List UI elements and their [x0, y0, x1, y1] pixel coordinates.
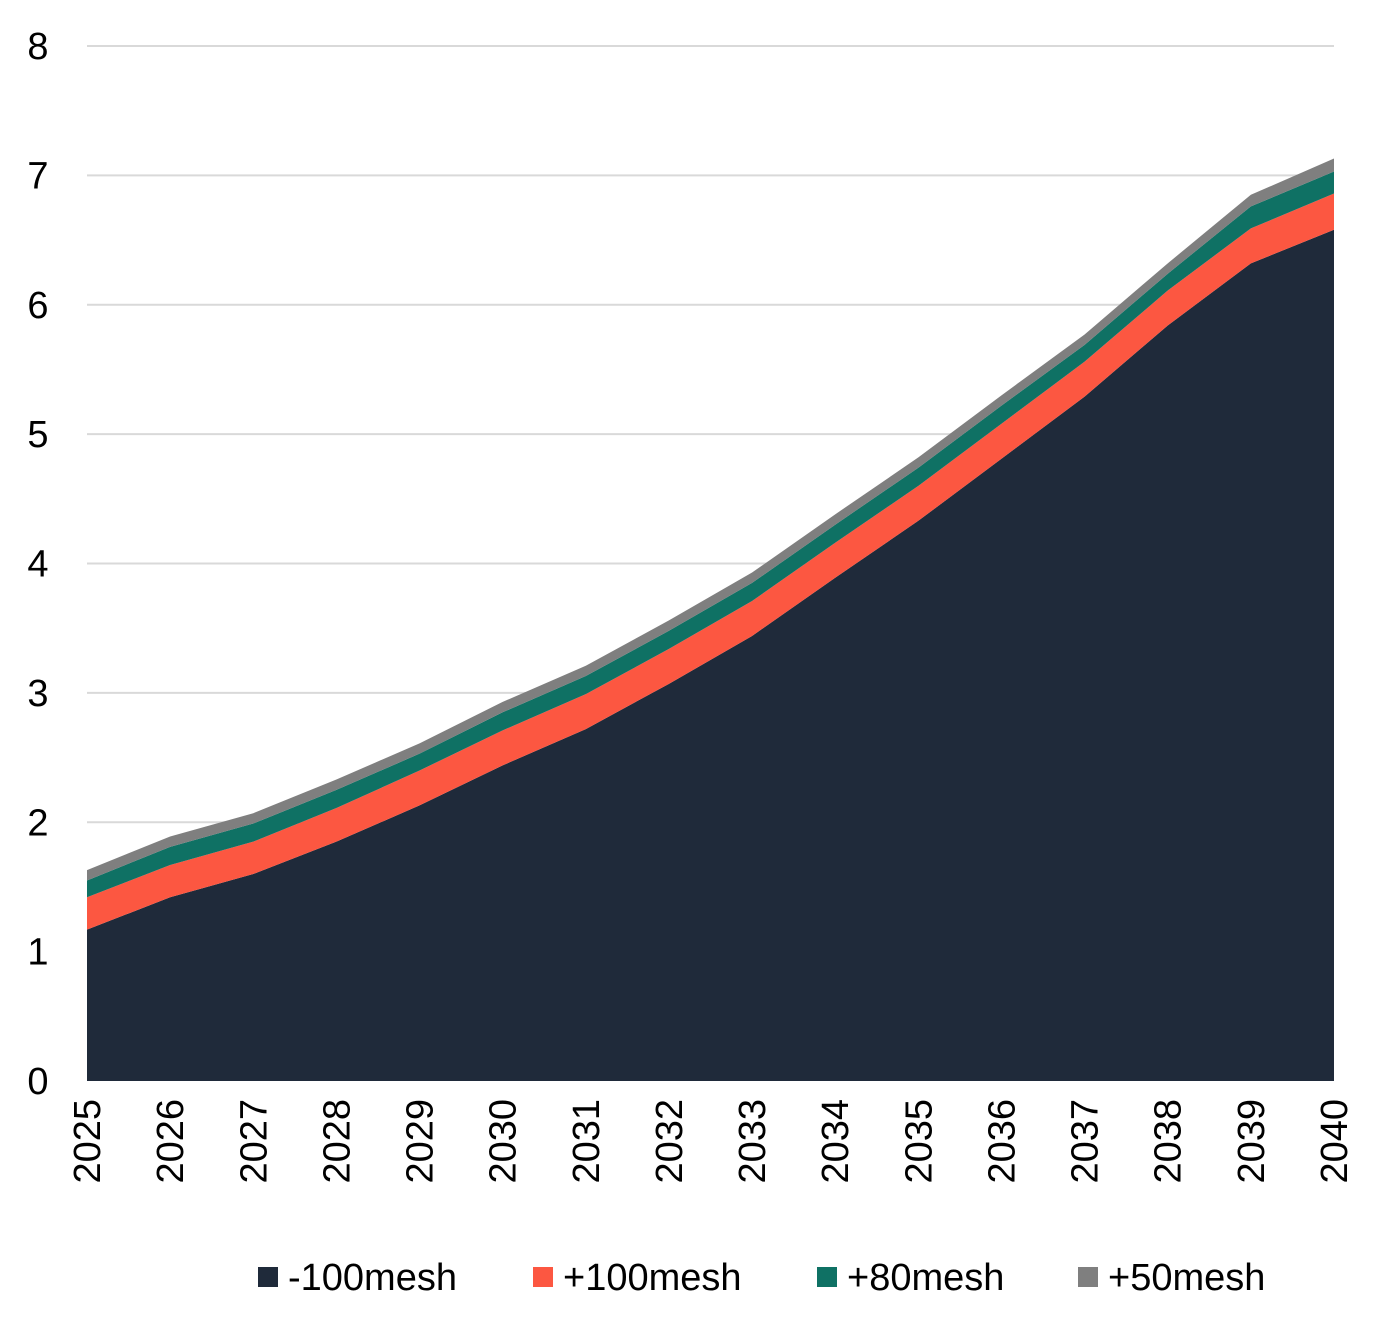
- legend-swatch-100mesh: [258, 1267, 278, 1287]
- x-tick-label-2039: 2039: [1231, 1099, 1273, 1184]
- x-tick-label-2026: 2026: [150, 1099, 192, 1184]
- legend-label-100mesh: +100mesh: [563, 1257, 742, 1299]
- legend-item-100mesh: -100mesh: [258, 1257, 457, 1299]
- legend-swatch-50mesh: [1078, 1267, 1098, 1287]
- area-series-50mesh: [87, 158, 1334, 881]
- x-tick-label-2028: 2028: [316, 1099, 358, 1184]
- legend-label-100mesh: -100mesh: [288, 1257, 457, 1299]
- x-tick-label-2038: 2038: [1148, 1099, 1190, 1184]
- x-tick-label-2037: 2037: [1065, 1099, 1107, 1184]
- area-series-80mesh: [87, 171, 1334, 898]
- y-tick-label-7: 7: [27, 155, 48, 197]
- y-tick-label-2: 2: [27, 802, 48, 844]
- legend: -100mesh +100mesh +80mesh +50mesh: [258, 1257, 1265, 1299]
- legend-swatch-100mesh: [533, 1267, 553, 1287]
- x-tick-label-2031: 2031: [566, 1099, 608, 1184]
- area-series: [87, 158, 1334, 1081]
- x-tick-label-2034: 2034: [815, 1099, 857, 1184]
- y-tick-label-3: 3: [27, 673, 48, 715]
- y-tick-label-4: 4: [27, 544, 48, 586]
- legend-label-50mesh: +50mesh: [1108, 1257, 1265, 1299]
- legend-swatch-80mesh: [817, 1267, 837, 1287]
- y-axis-tick-labels: 0 1 2 3 4 5 6 7 8: [27, 26, 48, 1103]
- legend-item-80mesh: +80mesh: [817, 1257, 1004, 1299]
- legend-item-100mesh: +100mesh: [533, 1257, 742, 1299]
- x-axis-tick-labels: 2025 2026 2027 2028 2029 2030 2031 2032 2033 2034…: [67, 1099, 1356, 1184]
- y-tick-label-1: 1: [27, 932, 48, 974]
- area-series-100mesh: [87, 229, 1334, 1081]
- x-tick-label-2035: 2035: [898, 1099, 940, 1184]
- x-tick-label-2025: 2025: [67, 1099, 109, 1184]
- x-tick-label-2027: 2027: [233, 1099, 275, 1184]
- y-tick-label-8: 8: [27, 26, 48, 68]
- x-tick-label-2036: 2036: [981, 1099, 1023, 1184]
- legend-label-80mesh: +80mesh: [847, 1257, 1004, 1299]
- x-tick-label-2040: 2040: [1314, 1099, 1356, 1184]
- y-tick-label-6: 6: [27, 285, 48, 327]
- x-tick-label-2029: 2029: [400, 1099, 442, 1184]
- x-tick-label-2033: 2033: [732, 1099, 774, 1184]
- x-tick-label-2032: 2032: [649, 1099, 691, 1184]
- legend-item-50mesh: +50mesh: [1078, 1257, 1265, 1299]
- x-tick-label-2030: 2030: [483, 1099, 525, 1184]
- y-tick-label-5: 5: [27, 414, 48, 456]
- area-series-100mesh: [87, 193, 1334, 930]
- y-tick-label-0: 0: [27, 1061, 48, 1103]
